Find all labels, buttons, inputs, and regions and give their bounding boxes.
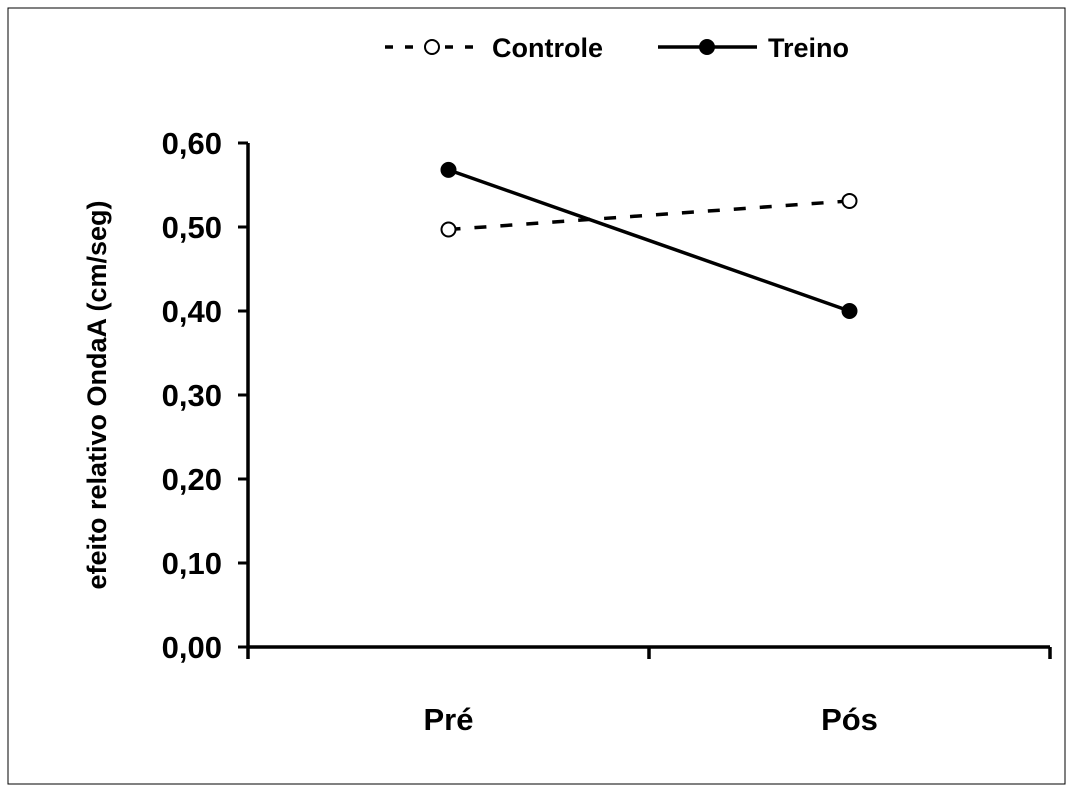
data-point-controle [440,221,457,238]
y-tick-label: 0,30 [162,378,222,413]
series-layer [440,161,858,319]
y-ticks: 0,00 0,10 0,20 0,30 0,40 0,50 0,60 [162,126,248,665]
y-tick-label: 0,60 [162,126,222,161]
x-ticks: Pré Pós [246,647,1052,737]
chart-border [7,7,1066,785]
data-point-controle [841,192,858,209]
x-category-label: Pré [424,702,474,737]
data-point-treino [841,303,858,319]
legend-marker-treino [699,39,715,55]
y-axis-title: efeito relativo OndaA (cm/seg) [82,200,112,589]
legend-label-treino: Treino [768,33,849,63]
y-tick-label: 0,10 [162,546,222,581]
y-tick-label: 0,00 [162,630,222,665]
legend-label-controle: Controle [492,33,603,63]
legend-marker-controle [424,39,440,55]
data-point-treino [440,161,457,178]
y-tick-label: 0,40 [162,294,222,329]
legend: Controle Treino [385,33,849,63]
y-tick-label: 0,20 [162,462,222,497]
series-line-controle [448,199,850,232]
series-line-treino [447,168,851,313]
x-category-label: Pós [821,702,878,737]
y-tick-label: 0,50 [162,210,222,245]
